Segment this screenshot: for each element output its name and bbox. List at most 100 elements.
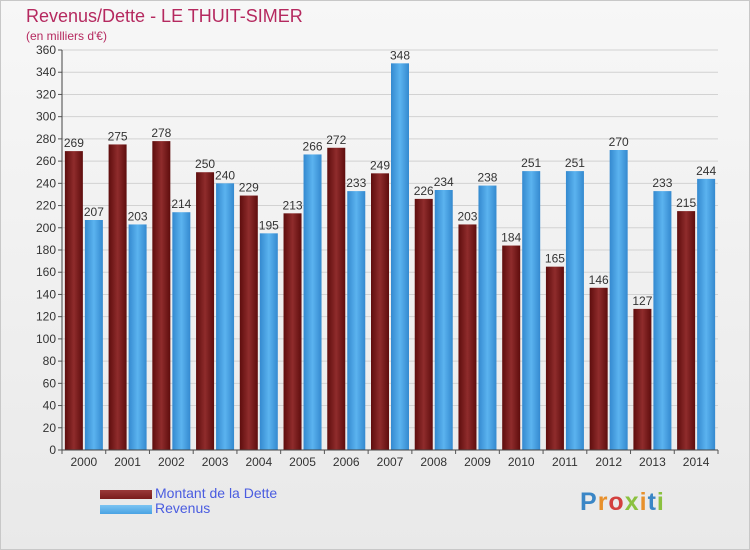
y-tick-label: 0 (49, 443, 56, 457)
data-label: 240 (215, 168, 235, 182)
data-label: 215 (676, 196, 696, 210)
y-tick-label: 300 (36, 110, 56, 124)
bar-revenue (172, 212, 191, 450)
data-label: 238 (477, 171, 497, 185)
bar-debt (327, 147, 346, 450)
data-label: 195 (259, 218, 279, 232)
logo-letter: t (647, 488, 657, 516)
bar-revenue (391, 63, 409, 450)
bar-debt (589, 287, 608, 450)
chart-title: Revenus/Dette - LE THUIT-SIMER (26, 6, 303, 26)
data-label: 226 (414, 184, 434, 198)
bar-revenue (697, 178, 716, 450)
data-label: 203 (457, 209, 477, 223)
x-tick-label: 2002 (158, 455, 185, 469)
logo-letter: i (639, 488, 648, 516)
bar-debt (108, 144, 127, 450)
y-tick-label: 360 (36, 43, 56, 57)
data-label: 233 (652, 176, 672, 190)
bar-revenue (565, 171, 584, 450)
x-tick-label: 2005 (289, 455, 316, 469)
y-tick-label: 60 (43, 376, 57, 390)
data-label: 269 (64, 136, 84, 150)
data-label: 250 (195, 157, 215, 171)
bar-debt (545, 266, 564, 450)
bar-revenue (216, 183, 235, 451)
bar-debt (414, 198, 433, 450)
x-tick-label: 2006 (333, 455, 360, 469)
bar-debt (239, 195, 258, 450)
bar-debt (633, 308, 652, 450)
legend-label-debt: Montant de la Dette (155, 485, 278, 501)
x-tick-label: 2014 (683, 455, 710, 469)
data-label: 203 (128, 209, 148, 223)
y-tick-label: 20 (43, 421, 57, 435)
x-tick-label: 2013 (639, 455, 666, 469)
data-label: 127 (632, 294, 652, 308)
data-label: 233 (346, 176, 366, 190)
bar-revenue (128, 224, 147, 450)
bar-debt (283, 213, 302, 450)
y-tick-label: 280 (36, 132, 56, 146)
data-label: 266 (303, 139, 323, 153)
bar-revenue (478, 185, 497, 451)
y-tick-label: 240 (36, 176, 56, 190)
data-label: 249 (370, 158, 390, 172)
data-label: 251 (565, 156, 585, 170)
logo-letter: P (580, 488, 598, 516)
logo-letter: r (597, 488, 609, 516)
y-tick-label: 120 (36, 310, 56, 324)
y-tick-label: 220 (36, 199, 56, 213)
bar-debt (371, 173, 389, 451)
y-tick-label: 40 (43, 399, 57, 413)
legend-swatch-revenue (100, 505, 152, 514)
x-tick-label: 2003 (202, 455, 229, 469)
bar-revenue (434, 190, 453, 450)
y-tick-label: 340 (36, 65, 56, 79)
legend-label-revenue: Revenus (155, 500, 211, 516)
data-label: 234 (434, 175, 454, 189)
bar-debt (196, 172, 215, 450)
y-tick-label: 320 (36, 87, 56, 101)
logo-letter: i (656, 488, 665, 516)
logo-letter: x (624, 488, 640, 516)
y-tick-label: 140 (36, 287, 56, 301)
bar-revenue (259, 233, 278, 450)
data-label: 251 (521, 156, 541, 170)
axes: 0 20 40 60 80 100 120 140 160 180 200 220 240 260 280 3… (36, 43, 719, 469)
y-tick-label: 180 (36, 243, 56, 257)
x-tick-label: 2012 (595, 455, 622, 469)
y-tick-label: 100 (36, 332, 56, 346)
bar-revenue (84, 220, 103, 450)
data-label: 207 (84, 205, 104, 219)
data-label: 165 (545, 252, 565, 266)
x-tick-label: 2008 (420, 455, 447, 469)
bar-revenue (347, 191, 366, 450)
data-label: 229 (239, 181, 259, 195)
x-tick-label: 2009 (464, 455, 491, 469)
bars (64, 63, 716, 451)
bar-revenue (653, 191, 672, 450)
data-label: 184 (501, 231, 521, 245)
bar-debt (152, 141, 171, 450)
data-label: 278 (151, 126, 171, 140)
data-label: 348 (390, 48, 410, 62)
bar-revenue (303, 154, 322, 450)
bar-debt (458, 224, 477, 450)
y-tick-label: 160 (36, 265, 56, 279)
bar-debt (64, 151, 83, 450)
bar-revenue (609, 150, 628, 450)
data-label: 272 (326, 133, 346, 147)
data-label: 244 (696, 164, 716, 178)
logo-letter: o (608, 488, 625, 516)
bar-debt (502, 245, 521, 450)
chart-subtitle: (en milliers d'€) (26, 29, 107, 43)
data-label: 275 (108, 129, 128, 143)
legend-swatch-debt (100, 490, 152, 499)
x-tick-label: 2010 (508, 455, 535, 469)
bar-debt (677, 211, 696, 450)
x-tick-label: 2004 (245, 455, 272, 469)
data-label: 146 (589, 273, 609, 287)
